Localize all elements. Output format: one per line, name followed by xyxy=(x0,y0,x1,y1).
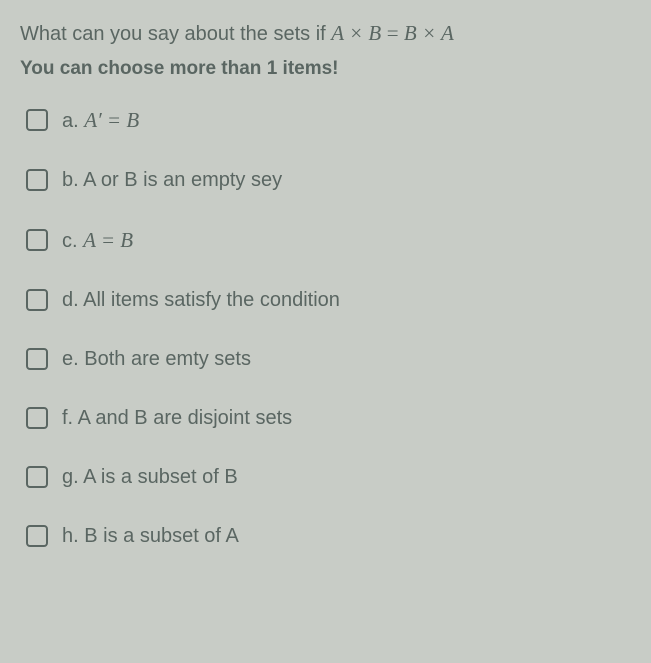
option-g: g. A is a subset of B xyxy=(26,466,631,489)
option-a: a. A′ = B xyxy=(26,108,631,133)
question-math-rhs: B × A xyxy=(404,21,454,45)
option-text: B is a subset of A xyxy=(84,525,239,547)
option-text: A and B are disjoint sets xyxy=(78,407,293,429)
option-label-h: h. B is a subset of A xyxy=(62,525,239,548)
option-b: b. A or B is an empty sey xyxy=(26,169,631,192)
option-e: e. Both are emty sets xyxy=(26,348,631,371)
question-equals: = xyxy=(387,21,404,45)
option-letter: a. xyxy=(62,110,84,132)
checkbox-h[interactable] xyxy=(26,525,48,547)
option-label-e: e. Both are emty sets xyxy=(62,348,251,371)
option-label-f: f. A and B are disjoint sets xyxy=(62,407,292,430)
option-math: A = B xyxy=(83,228,133,252)
option-letter: b. xyxy=(62,169,83,191)
options-container: a. A′ = B b. A or B is an empty sey c. A =… xyxy=(20,108,631,548)
question-prefix: What can you say about the sets if xyxy=(20,23,331,45)
question-math-lhs: A × B xyxy=(331,21,381,45)
option-text: A is a subset of B xyxy=(83,466,238,488)
option-label-g: g. A is a subset of B xyxy=(62,466,238,489)
option-letter: e. xyxy=(62,348,84,370)
checkbox-e[interactable] xyxy=(26,348,48,370)
checkbox-f[interactable] xyxy=(26,407,48,429)
instruction-text: You can choose more than 1 items! xyxy=(20,58,631,80)
option-text: A or B is an empty sey xyxy=(83,169,282,191)
checkbox-a[interactable] xyxy=(26,109,48,131)
option-label-c: c. A = B xyxy=(62,228,133,253)
option-text: Both are emty sets xyxy=(84,348,251,370)
option-letter: d. xyxy=(62,289,83,311)
option-d: d. All items satisfy the condition xyxy=(26,289,631,312)
option-label-d: d. All items satisfy the condition xyxy=(62,289,340,312)
option-label-b: b. A or B is an empty sey xyxy=(62,169,282,192)
option-math: A′ = B xyxy=(84,108,139,132)
option-label-a: a. A′ = B xyxy=(62,108,139,133)
option-h: h. B is a subset of A xyxy=(26,525,631,548)
checkbox-d[interactable] xyxy=(26,289,48,311)
option-letter: h. xyxy=(62,525,84,547)
checkbox-c[interactable] xyxy=(26,229,48,251)
question-text: What can you say about the sets if A × B… xyxy=(20,18,631,50)
option-letter: g. xyxy=(62,466,83,488)
option-letter: f. xyxy=(62,407,78,429)
option-f: f. A and B are disjoint sets xyxy=(26,407,631,430)
option-letter: c. xyxy=(62,230,83,252)
checkbox-g[interactable] xyxy=(26,466,48,488)
checkbox-b[interactable] xyxy=(26,169,48,191)
option-c: c. A = B xyxy=(26,228,631,253)
option-text: All items satisfy the condition xyxy=(83,289,340,311)
